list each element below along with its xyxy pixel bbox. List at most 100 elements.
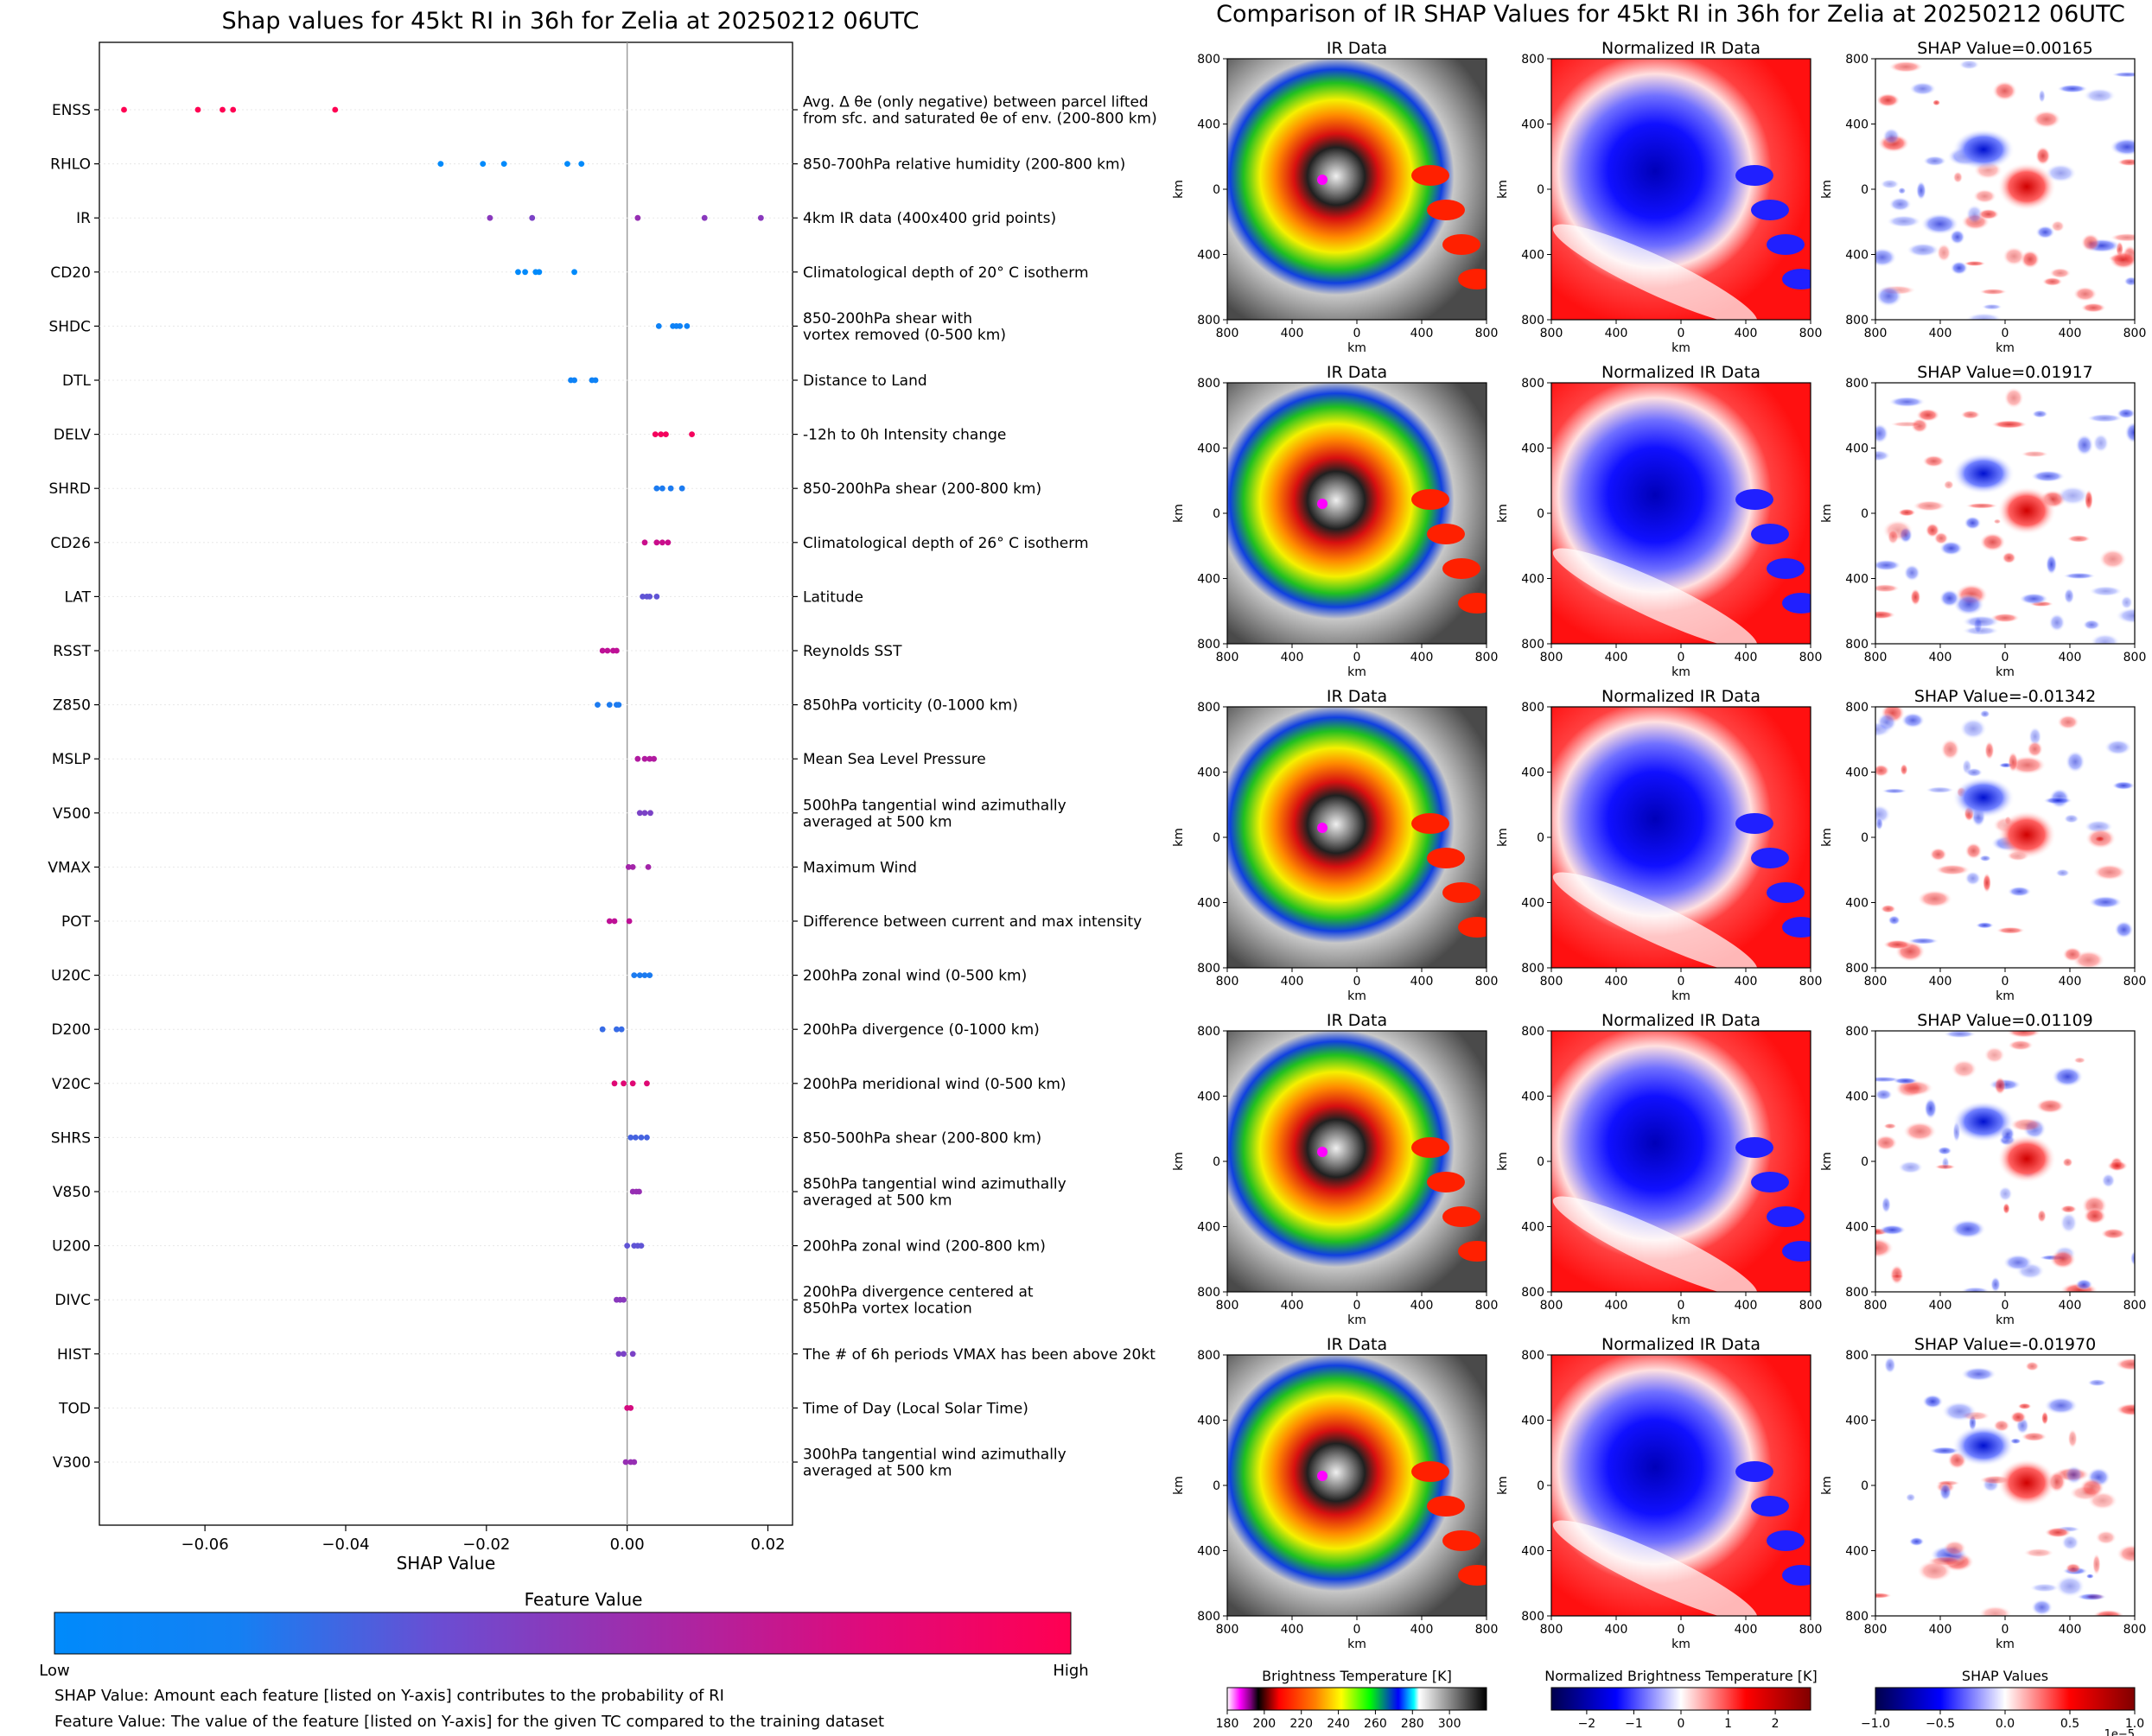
- x-tick-label: 400: [2059, 327, 2082, 340]
- feature-description: averaged at 500 km: [803, 1463, 952, 1480]
- y-tick-label: SHRS: [51, 1129, 91, 1147]
- shap-point: [614, 647, 620, 654]
- shap-point: [629, 1080, 636, 1087]
- y-axis-label: km: [1820, 504, 1834, 523]
- x-tick-label: 400: [1281, 327, 1304, 340]
- feature-description: Avg. Δ θe (only negative) between parcel…: [803, 94, 1149, 111]
- x-axis-label: km: [1671, 665, 1690, 679]
- feature-description: Time of Day (Local Solar Time): [802, 1400, 1028, 1417]
- feature-row-cd20: CD20 Climatological depth of 20° C isothe…: [50, 264, 1088, 282]
- y-tick-label: 800: [1845, 1349, 1869, 1363]
- shap-core-negative: [1952, 777, 2015, 818]
- y-tick-label: POT: [61, 913, 92, 931]
- shap-blob: [1875, 285, 1903, 308]
- convective-cell: [1427, 1172, 1465, 1192]
- shap-blob: [2019, 593, 2049, 605]
- convective-cell: [1442, 234, 1480, 255]
- shap-blob: [2041, 277, 2063, 287]
- shap-blob: [1912, 499, 1946, 512]
- y-tick-label: 800: [1197, 701, 1220, 715]
- shap-blob: [1881, 1196, 1891, 1214]
- colorbar-title: Feature Value: [525, 1589, 643, 1610]
- shap-core-positive: [1997, 811, 2056, 859]
- x-tick-label: 800: [1799, 975, 1823, 989]
- note-feature-value: Feature Value: The value of the feature …: [54, 1713, 884, 1731]
- shap-point: [599, 1026, 606, 1033]
- image-field: [1551, 1031, 1811, 1292]
- shap-point: [121, 106, 127, 113]
- shap-blob: [2006, 1031, 2041, 1039]
- x-tick-label: 800: [1475, 975, 1499, 989]
- y-tick-label: 0: [1213, 507, 1220, 521]
- y-tick-label: 800: [1521, 1349, 1544, 1363]
- shap-blob: [2100, 1228, 2127, 1240]
- y-tick-label: 800: [1521, 314, 1544, 327]
- y-tick-label: 400: [1845, 442, 1869, 456]
- y-tick-label: 400: [1845, 1545, 1869, 1559]
- y-axis-label: km: [1172, 828, 1186, 847]
- x-tick-label: 400: [1735, 975, 1758, 989]
- x-tick-label: 400: [2059, 1623, 2082, 1637]
- shap-point: [640, 594, 646, 600]
- y-tick-label: HIST: [57, 1346, 92, 1364]
- colorbar-tick-label: 240: [1327, 1717, 1350, 1731]
- shap-point: [595, 702, 601, 708]
- shap-blob: [1888, 915, 1901, 925]
- colorbar-gradient: [1875, 1687, 2136, 1711]
- feature-row-u20c: U20C 200hPa zonal wind (0-500 km): [51, 968, 1027, 985]
- shap-blob: [2110, 232, 2135, 242]
- feature-row-d200: D200 200hPa divergence (0-1000 km): [51, 1021, 1039, 1039]
- x-tick-label: 0: [1353, 327, 1361, 340]
- y-tick-label: 400: [1197, 1091, 1220, 1104]
- shap-blob: [1979, 709, 1990, 718]
- x-axis-label: km: [1671, 1313, 1690, 1327]
- feature-description: from sfc. and saturated θe of env. (200-…: [803, 111, 1157, 128]
- shap-blob: [1924, 1097, 1938, 1120]
- shap-blob: [2062, 572, 2096, 580]
- x-tick-label: −0.06: [181, 1536, 229, 1554]
- y-tick-label: 400: [1521, 1221, 1544, 1235]
- x-tick-label: 400: [1281, 651, 1304, 665]
- shap-core-negative: [1952, 1425, 2015, 1466]
- shap-blob: [1902, 1121, 1937, 1141]
- x-axis-label: km: [1996, 665, 2015, 679]
- shap-blob: [1922, 156, 1947, 167]
- x-tick-label: 800: [1799, 651, 1823, 665]
- shap-point: [529, 214, 536, 221]
- shap-point: [653, 485, 660, 492]
- shap-blob: [1958, 60, 1980, 70]
- feature-row-dtl: DTL Distance to Land: [62, 372, 927, 390]
- shap-point: [500, 161, 507, 168]
- x-tick-label: 0: [1678, 327, 1685, 340]
- shap-blob: [2082, 619, 2101, 631]
- y-axis-label: km: [1820, 180, 1834, 199]
- shap-core-negative: [1952, 1101, 2015, 1142]
- y-tick-label: D200: [51, 1021, 91, 1039]
- shap-blob: [1965, 313, 2003, 320]
- shap-point: [689, 431, 695, 437]
- shap-blob: [2060, 1205, 2078, 1213]
- shap-blob: [1984, 741, 1995, 760]
- shap-blob: [2092, 433, 2110, 453]
- band-feature: [1552, 224, 1758, 320]
- y-tick-label: 0: [1213, 831, 1220, 845]
- x-tick-label: 0: [1353, 651, 1361, 665]
- shap-blob: [1964, 871, 1982, 886]
- shap-blob: [1937, 1146, 1952, 1155]
- x-tick-label: 400: [1735, 1623, 1758, 1637]
- convective-cell: [1458, 1241, 1487, 1262]
- shap-blob: [1939, 540, 1964, 556]
- panel-title: Normalized IR Data: [1601, 687, 1760, 706]
- shap-blob: [2095, 1529, 2117, 1545]
- shap-blob: [2111, 72, 2135, 78]
- feature-description: Reynolds SST: [803, 643, 902, 660]
- shap-panel-title: SHAP Value=-0.01342: [1914, 687, 2096, 706]
- x-tick-label: 400: [1410, 1299, 1434, 1313]
- feature-description: 200hPa meridional wind (0-500 km): [803, 1076, 1066, 1093]
- x-tick-label: 400: [1929, 651, 1952, 665]
- image-colorbars: Brightness Temperature [K] 180 200 220 240 26…: [1216, 1668, 2145, 1736]
- shap-point: [665, 539, 672, 546]
